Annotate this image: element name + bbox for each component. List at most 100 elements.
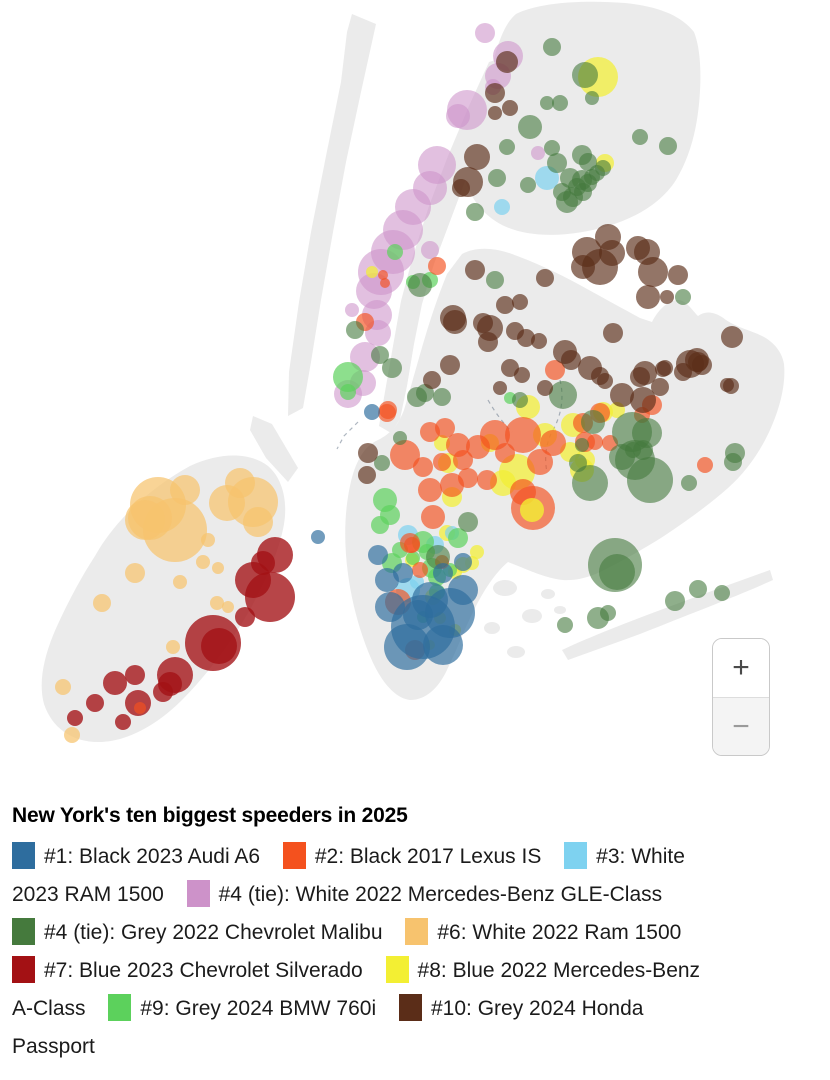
bubble[interactable] [561, 350, 581, 370]
bubble[interactable] [488, 169, 506, 187]
bubble[interactable] [433, 388, 451, 406]
bubble[interactable] [201, 628, 237, 664]
bubble[interactable] [674, 363, 692, 381]
bubble[interactable] [490, 470, 516, 496]
bubble[interactable] [721, 326, 743, 348]
bubble[interactable] [371, 346, 389, 364]
bubble[interactable] [486, 271, 504, 289]
bubble[interactable] [603, 323, 623, 343]
bubble[interactable] [485, 83, 505, 103]
bubble[interactable] [512, 392, 528, 408]
bubble[interactable] [426, 545, 450, 569]
bubble[interactable] [557, 617, 573, 633]
bubble[interactable] [552, 95, 568, 111]
bubble-layer[interactable] [55, 23, 745, 743]
bubble[interactable] [599, 554, 635, 590]
bubble[interactable] [170, 475, 200, 505]
bubble[interactable] [547, 153, 567, 173]
bubble[interactable] [466, 203, 484, 221]
bubble[interactable] [340, 384, 356, 400]
bubble[interactable] [531, 146, 545, 160]
bubble[interactable] [448, 528, 468, 548]
bubble[interactable] [423, 625, 463, 665]
bubble[interactable] [475, 23, 495, 43]
bubble[interactable] [64, 727, 80, 743]
bubble[interactable] [333, 362, 363, 392]
bubble[interactable] [610, 383, 634, 407]
bubble[interactable] [520, 177, 536, 193]
bubble[interactable] [210, 596, 224, 610]
bubble[interactable] [393, 431, 407, 445]
bubble[interactable] [421, 505, 445, 529]
bubble[interactable] [473, 313, 493, 333]
bubble[interactable] [448, 575, 478, 605]
bubble[interactable] [225, 468, 255, 498]
bubble[interactable] [589, 165, 605, 181]
bubble[interactable] [382, 358, 402, 378]
bubble[interactable] [505, 417, 541, 453]
bubble[interactable] [540, 430, 566, 456]
bubble[interactable] [440, 305, 466, 331]
bubble[interactable] [477, 470, 497, 490]
bubble[interactable] [368, 545, 388, 565]
bubble[interactable] [724, 453, 742, 471]
bubble[interactable] [536, 269, 554, 287]
bubble[interactable] [346, 321, 364, 339]
bubble[interactable] [587, 434, 603, 450]
bubble[interactable] [638, 257, 668, 287]
bubble[interactable] [514, 367, 530, 383]
bubble[interactable] [440, 355, 460, 375]
bubble[interactable] [540, 96, 554, 110]
bubble[interactable] [428, 257, 446, 275]
bubble[interactable] [581, 410, 605, 434]
bubble[interactable] [625, 442, 641, 458]
bubble[interactable] [55, 679, 71, 695]
bubble[interactable] [403, 600, 433, 630]
bubble[interactable] [366, 266, 378, 278]
bubble[interactable] [465, 260, 485, 280]
bubble[interactable] [520, 498, 544, 522]
bubble[interactable] [720, 378, 734, 392]
bubble[interactable] [569, 454, 587, 472]
bubble[interactable] [380, 278, 390, 288]
bubble[interactable] [518, 115, 542, 139]
bubble[interactable] [125, 665, 145, 685]
bubble-map[interactable]: + − [0, 0, 830, 790]
bubble[interactable] [125, 500, 165, 540]
bubble[interactable] [572, 62, 598, 88]
bubble[interactable] [390, 440, 420, 470]
bubble[interactable] [358, 466, 376, 484]
zoom-in-button[interactable]: + [713, 639, 769, 697]
bubble[interactable] [364, 404, 380, 420]
bubble[interactable] [387, 244, 403, 260]
bubble[interactable] [235, 607, 255, 627]
bubble[interactable] [600, 605, 616, 621]
bubble[interactable] [93, 594, 111, 612]
bubble[interactable] [374, 455, 390, 471]
bubble[interactable] [400, 533, 420, 553]
bubble[interactable] [421, 241, 439, 259]
bubble[interactable] [689, 580, 707, 598]
bubble[interactable] [714, 585, 730, 601]
bubble[interactable] [668, 265, 688, 285]
bubble[interactable] [464, 144, 490, 170]
bubble[interactable] [375, 592, 405, 622]
bubble[interactable] [452, 179, 470, 197]
bubble[interactable] [458, 512, 478, 532]
bubble[interactable] [545, 360, 565, 380]
bubble[interactable] [488, 106, 502, 120]
bubble[interactable] [86, 694, 104, 712]
bubble[interactable] [502, 100, 518, 116]
bubble[interactable] [311, 530, 325, 544]
zoom-out-button[interactable]: − [713, 697, 769, 755]
bubble[interactable] [115, 714, 131, 730]
bubble[interactable] [549, 381, 577, 409]
bubble[interactable] [67, 710, 83, 726]
bubble[interactable] [458, 468, 478, 488]
bubble[interactable] [571, 255, 595, 279]
bubble[interactable] [572, 465, 608, 501]
bubble[interactable] [496, 51, 518, 73]
bubble[interactable] [665, 591, 685, 611]
bubble[interactable] [597, 373, 613, 389]
bubble[interactable] [125, 563, 145, 583]
